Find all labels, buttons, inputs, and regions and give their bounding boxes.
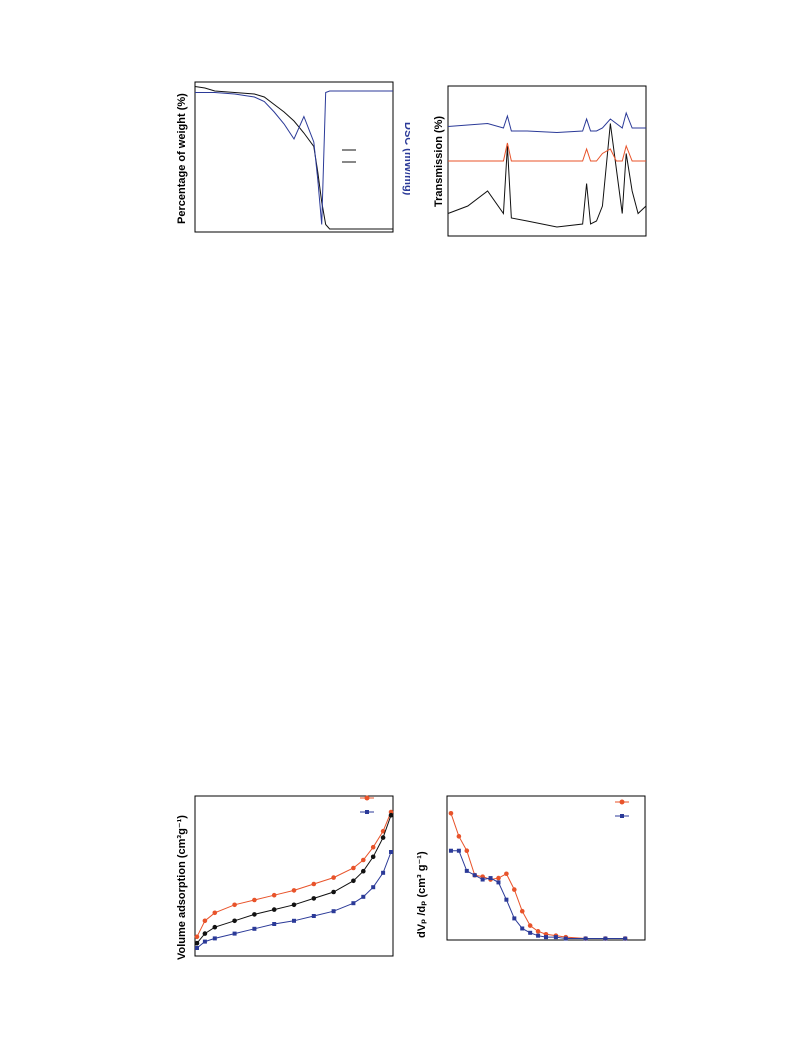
data-point-black	[351, 878, 356, 884]
data-point-blue	[553, 935, 558, 940]
data-point-red	[351, 865, 356, 871]
data-point-red	[527, 923, 533, 928]
legend-marker-blue	[365, 810, 369, 814]
data-point-red	[194, 934, 200, 940]
tga-ylabel-right: DSC (mW/mg)	[402, 122, 410, 196]
data-point-black	[271, 907, 277, 912]
data-point-black	[370, 854, 376, 860]
data-point-black	[380, 835, 386, 840]
data-point-blue	[371, 885, 376, 890]
data-point-blue	[464, 868, 469, 873]
series-line-red	[196, 811, 392, 938]
data-point-blue	[331, 909, 336, 914]
series-line-blue	[196, 851, 392, 949]
data-point-blue	[623, 936, 628, 941]
data-point-blue	[603, 936, 608, 941]
data-point-black	[252, 912, 257, 917]
series-line-blue	[447, 111, 646, 134]
data-point-blue	[528, 930, 533, 935]
data-point-black	[232, 918, 237, 924]
data-point-black	[311, 896, 317, 901]
data-point-blue	[381, 870, 386, 875]
data-point-black	[291, 902, 297, 908]
data-point-blue	[448, 848, 453, 853]
data-point-black	[388, 812, 394, 818]
data-point-red	[361, 857, 366, 863]
isotherm-panel: Volume adsorption (cm³g⁻¹)	[160, 788, 410, 968]
data-point-blue	[520, 926, 525, 931]
data-point-blue	[512, 916, 517, 921]
series-line-black	[447, 123, 647, 228]
data-point-blue	[472, 873, 477, 878]
data-point-red	[519, 908, 525, 914]
data-point-blue	[351, 901, 356, 906]
data-point-blue	[389, 850, 394, 854]
ftir-panel: Transmission (%)	[428, 80, 658, 250]
data-point-black	[194, 940, 200, 946]
data-point-blue	[202, 939, 207, 944]
data-point-red	[535, 929, 541, 934]
legend-marker-blue-pore	[620, 814, 624, 818]
data-point-blue	[563, 936, 568, 941]
data-point-blue	[361, 894, 366, 899]
data-point-blue	[292, 918, 296, 923]
data-point-red	[388, 809, 394, 815]
data-point-blue	[583, 936, 588, 941]
series-line-red	[448, 142, 646, 162]
data-point-red	[232, 902, 237, 908]
data-point-red	[456, 834, 462, 839]
pore-frame	[446, 795, 646, 941]
data-point-red	[464, 848, 470, 854]
data-point-blue	[456, 848, 461, 853]
data-point-blue	[488, 876, 493, 881]
series-line-red	[450, 813, 626, 940]
isotherm-frame	[194, 795, 394, 957]
data-point-black	[361, 868, 366, 874]
data-point-blue	[536, 933, 541, 938]
pore-ylabel: dVₚ /dₚ (cm³ g⁻¹)	[416, 851, 428, 938]
data-point-black	[202, 931, 208, 936]
pore-chart: dVₚ /dₚ (cm³ g⁻¹)	[416, 795, 646, 941]
data-point-red	[380, 828, 386, 834]
tga-dsc-panel: Percentage of weight (%) DSC (mW/mg)	[160, 74, 414, 254]
data-point-blue	[194, 946, 199, 950]
data-point-red	[331, 875, 336, 880]
tga-ylabel-left: Percentage of weight (%)	[176, 93, 188, 224]
data-point-red	[512, 887, 517, 892]
data-point-red	[212, 910, 218, 916]
data-point-red	[252, 897, 257, 903]
data-point-red	[448, 810, 454, 816]
data-point-blue	[252, 926, 257, 931]
data-point-red	[271, 892, 277, 898]
series-line-black	[194, 86, 393, 230]
data-point-blue	[272, 922, 277, 926]
ftir-chart: Transmission (%)	[433, 85, 647, 237]
data-point-blue	[496, 880, 501, 885]
data-point-red	[496, 875, 501, 881]
data-point-blue	[544, 935, 548, 940]
data-point-red	[291, 888, 297, 893]
data-point-blue	[212, 936, 217, 941]
data-point-red	[202, 918, 208, 924]
pore-panel: dVₚ /dₚ (cm³ g⁻¹)	[405, 790, 655, 950]
legend-marker-red-pore	[619, 799, 625, 805]
isotherm-ylabel: Volume adsorption (cm³g⁻¹)	[176, 815, 188, 960]
data-point-black	[212, 924, 218, 930]
isotherm-chart: Volume adsorption (cm³g⁻¹)	[176, 795, 394, 960]
data-point-blue	[311, 914, 316, 918]
series-line-black	[196, 815, 392, 944]
data-point-red	[370, 844, 376, 850]
tga-dsc-frame	[194, 81, 394, 233]
ftir-ylabel: Transmission (%)	[433, 116, 445, 207]
data-point-blue	[232, 931, 237, 936]
series-line-blue	[195, 90, 393, 225]
series-line-blue	[450, 850, 626, 940]
data-point-black	[331, 889, 336, 895]
data-point-red	[311, 881, 317, 887]
data-point-blue	[480, 877, 485, 882]
legend-marker-red	[364, 795, 370, 801]
data-point-blue	[504, 897, 509, 902]
tga-dsc-chart: Percentage of weight (%) DSC (mW/mg)	[176, 81, 414, 233]
data-point-red	[504, 871, 509, 877]
